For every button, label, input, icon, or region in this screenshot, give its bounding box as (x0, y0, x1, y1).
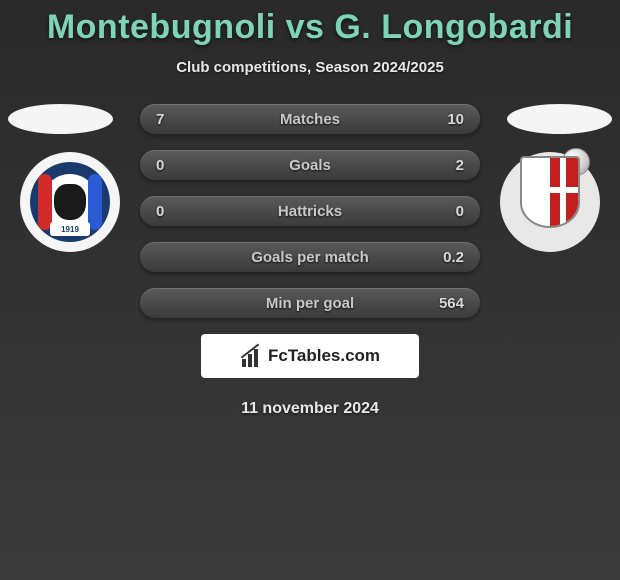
shield-icon (520, 156, 580, 228)
stat-label: Matches (280, 111, 340, 128)
badge-stripe-blue (88, 174, 102, 230)
stat-right-value: 0.2 (443, 249, 464, 266)
page-subtitle: Club competitions, Season 2024/2025 (0, 59, 620, 76)
club-badge-left: 1919 (20, 152, 120, 252)
club-badge-right-inner (508, 156, 592, 248)
stat-row-goals: 0 Goals 2 (140, 150, 480, 180)
stat-row-goals-per-match: Goals per match 0.2 (140, 242, 480, 272)
stat-left-value: 7 (156, 111, 164, 128)
stat-row-matches: 7 Matches 10 (140, 104, 480, 134)
brand-text: FcTables.com (268, 346, 380, 366)
stat-left-value: 0 (156, 157, 164, 174)
brand-suffix: Tables.com (288, 346, 380, 365)
brand-logo[interactable]: FcTables.com (201, 334, 419, 378)
stat-label: Min per goal (266, 295, 354, 312)
badge-year-label: 1919 (50, 222, 90, 236)
club-badge-left-inner: 1919 (30, 162, 110, 242)
badge-head-icon (54, 184, 86, 220)
stat-label: Goals (289, 157, 331, 174)
badge-stripe-red (38, 174, 52, 230)
shield-cross-horizontal (550, 187, 578, 193)
chart-bars-icon (240, 345, 262, 367)
stat-right-value: 2 (456, 157, 464, 174)
club-badge-right (500, 152, 600, 252)
stat-label: Goals per match (251, 249, 369, 266)
content-area: 1919 7 Matches 10 0 Goals 2 (0, 104, 620, 418)
stat-right-value: 10 (447, 111, 464, 128)
stat-right-value: 564 (439, 295, 464, 312)
stat-label: Hattricks (278, 203, 342, 220)
stat-right-value: 0 (456, 203, 464, 220)
stat-left-value: 0 (156, 203, 164, 220)
country-flag-right (507, 104, 612, 134)
page-title: Montebugnoli vs G. Longobardi (0, 8, 620, 47)
country-flag-left (8, 104, 113, 134)
infographic-container: Montebugnoli vs G. Longobardi Club compe… (0, 0, 620, 418)
stat-row-hattricks: 0 Hattricks 0 (140, 196, 480, 226)
stat-row-min-per-goal: Min per goal 564 (140, 288, 480, 318)
stats-list: 7 Matches 10 0 Goals 2 0 Hattricks 0 Goa… (140, 104, 480, 318)
date-label: 11 november 2024 (0, 400, 620, 418)
brand-prefix: Fc (268, 346, 288, 365)
